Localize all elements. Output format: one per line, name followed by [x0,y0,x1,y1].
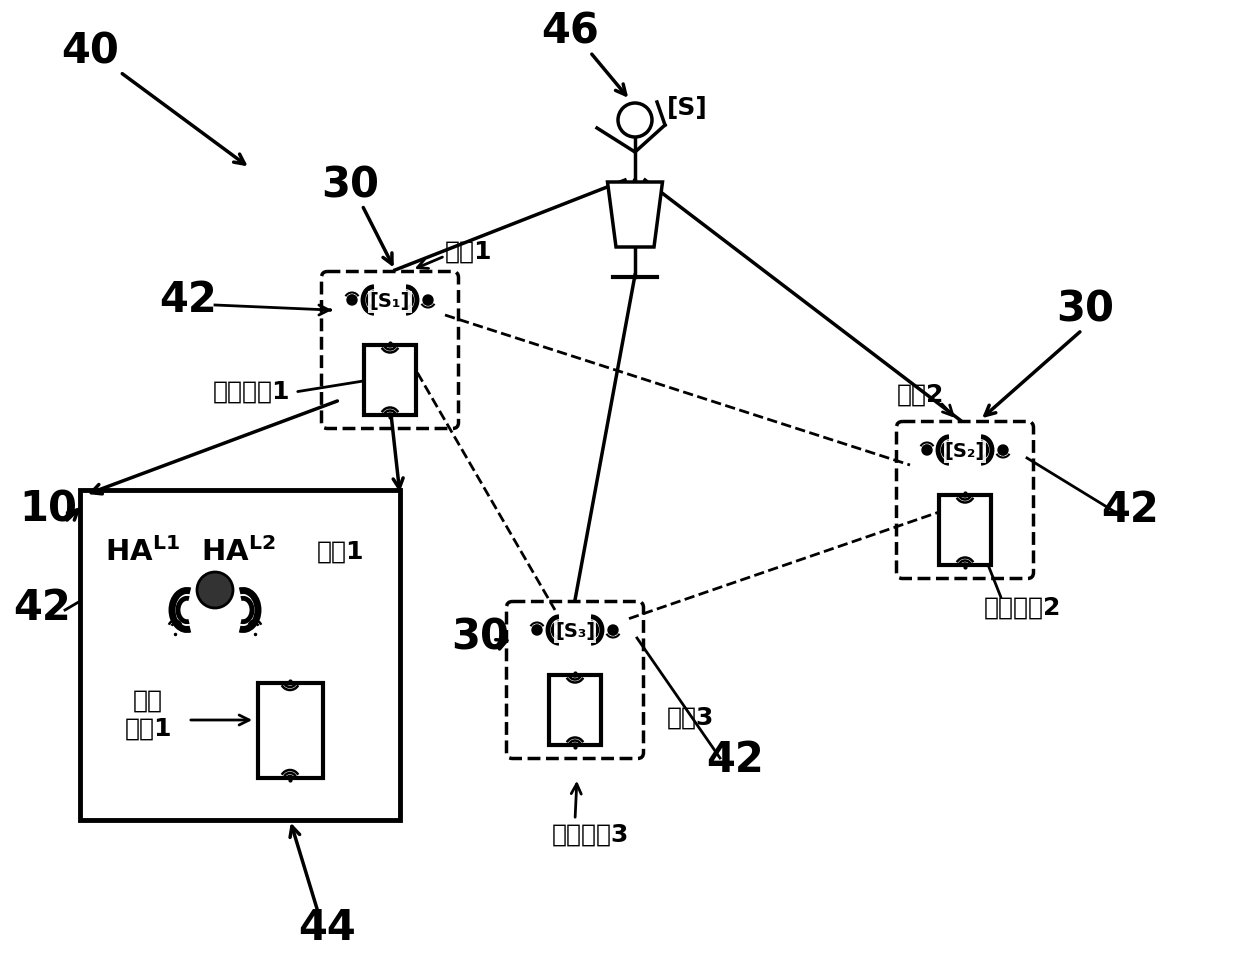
Text: 30: 30 [1056,289,1114,331]
Text: 单元1: 单元1 [316,540,363,564]
Bar [258,682,322,777]
Text: 10: 10 [19,489,77,531]
Circle shape [532,625,542,635]
Text: [S₁]: [S₁] [370,292,410,311]
Bar [81,490,401,820]
Circle shape [347,295,357,305]
Text: [S]: [S] [667,96,708,120]
Text: 处理单元2: 处理单元2 [983,596,1060,620]
Circle shape [423,295,433,305]
Text: 42: 42 [159,279,217,321]
Text: 42: 42 [1101,489,1159,531]
Text: 44: 44 [298,907,356,949]
Text: 42: 42 [14,587,71,629]
Text: 30: 30 [321,164,379,206]
Text: 处理单元1: 处理单元1 [213,380,290,404]
Text: 46: 46 [541,11,599,53]
Text: [S₂]: [S₂] [945,443,985,461]
Text: $\mathbf{HA^{L1}}$: $\mathbf{HA^{L1}}$ [104,537,180,566]
Circle shape [608,625,618,635]
Bar [549,675,601,745]
Text: [S₃]: [S₃] [556,622,595,642]
Circle shape [923,445,932,455]
Circle shape [618,103,652,137]
Text: $\mathbf{HA^{L2}}$: $\mathbf{HA^{L2}}$ [201,537,275,566]
Circle shape [998,445,1008,455]
Text: 单元3: 单元3 [666,706,714,730]
Polygon shape [608,182,662,247]
Bar [365,345,415,415]
Circle shape [197,572,233,608]
Text: 处理单元3: 处理单元3 [552,823,629,847]
Text: 单元2: 单元2 [897,383,944,407]
Text: 30: 30 [451,617,508,659]
Text: 处理
单元1: 处理 单元1 [124,689,172,741]
Text: 单元1: 单元1 [444,240,492,264]
Text: 42: 42 [706,739,764,781]
Text: 40: 40 [61,31,119,73]
Bar [939,495,991,565]
